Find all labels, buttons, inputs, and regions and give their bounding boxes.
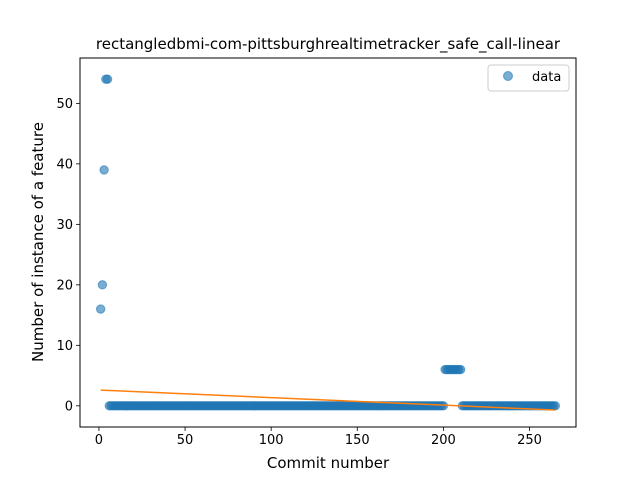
legend-label-data: data bbox=[532, 70, 561, 85]
y-tick-label: 50 bbox=[56, 97, 73, 112]
y-tick-label: 20 bbox=[56, 278, 73, 293]
y-tick-label: 10 bbox=[56, 339, 73, 354]
data-point bbox=[97, 280, 108, 290]
x-tick-label: 0 bbox=[95, 433, 103, 448]
x-tick-label: 200 bbox=[431, 433, 456, 448]
y-tick-label: 0 bbox=[65, 399, 73, 414]
legend: data bbox=[487, 64, 570, 92]
data-point bbox=[102, 74, 113, 84]
regression-line bbox=[100, 389, 556, 411]
plot-frame bbox=[79, 57, 577, 428]
x-tick-label: 50 bbox=[177, 433, 194, 448]
x-tick-label: 150 bbox=[345, 433, 370, 448]
chart-title: rectangledbmi-com-pittsburghrealtimetrac… bbox=[96, 35, 561, 54]
data-point bbox=[99, 165, 109, 175]
data-point bbox=[550, 401, 561, 411]
x-tick-label: 100 bbox=[259, 433, 284, 448]
y-axis: 0 10 20 30 40 50 bbox=[56, 97, 80, 414]
y-axis-label: Number of instance of a feature bbox=[29, 122, 47, 362]
data-point bbox=[95, 304, 106, 314]
x-tick-label: 250 bbox=[517, 433, 542, 448]
x-axis: 0 50 100 150 200 250 bbox=[95, 427, 542, 448]
plot-area bbox=[95, 74, 561, 411]
y-tick-label: 30 bbox=[56, 218, 73, 233]
x-axis-label: Commit number bbox=[267, 454, 390, 472]
legend-marker bbox=[503, 71, 513, 81]
y-tick-label: 40 bbox=[56, 157, 73, 172]
data-point bbox=[455, 364, 466, 375]
